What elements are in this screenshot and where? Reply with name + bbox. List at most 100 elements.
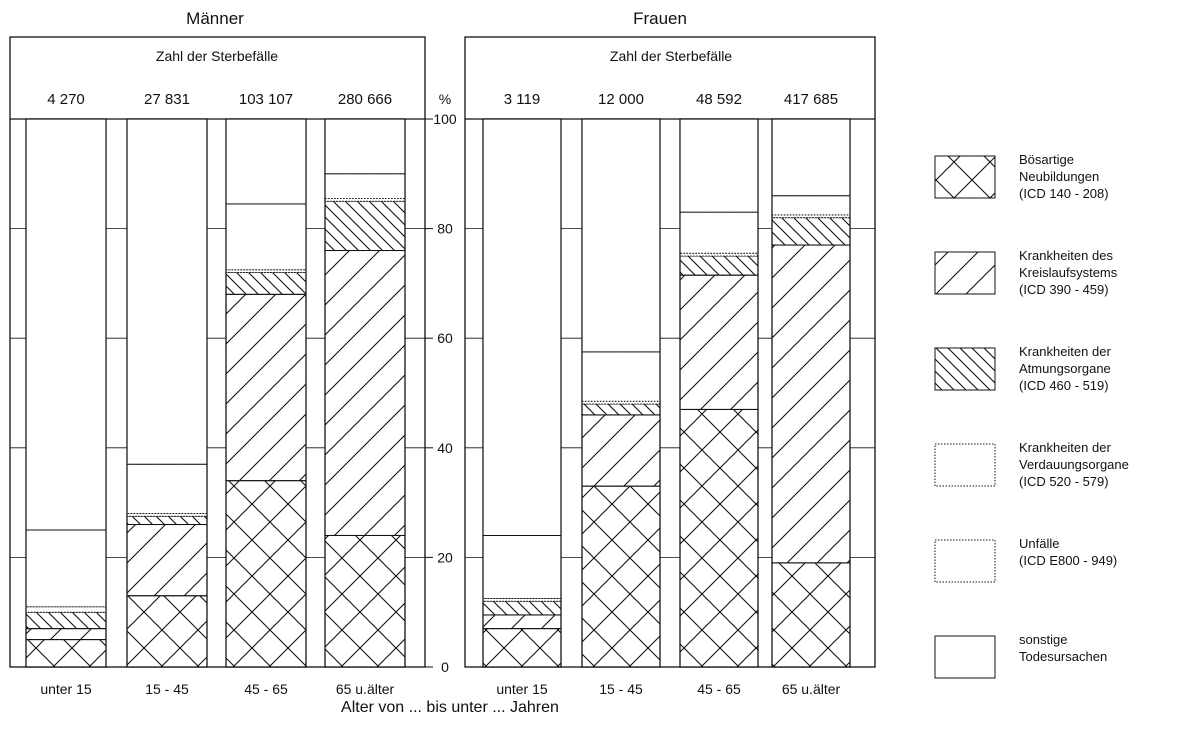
bar-segment-sonstige	[225, 118, 307, 205]
bar-segment-kreislauf	[482, 614, 562, 630]
legend-swatch-neubildungen	[934, 155, 996, 199]
legend-label-unfaelle: Unfälle	[1019, 536, 1059, 551]
legend-label-neubildungen: Neubildungen	[1019, 169, 1099, 184]
bar-segment-verdauung	[25, 606, 107, 613]
bar-segment-atmung	[482, 600, 562, 616]
panel-frame-frauen	[464, 36, 876, 668]
legend-label-verdauung: Verdauungsorgane	[1019, 457, 1129, 472]
category-label: 15 - 45	[599, 681, 643, 697]
bar-outline	[25, 118, 107, 668]
bar-segment-sonstige	[324, 118, 406, 175]
count-maenner-2: 27 831	[144, 91, 190, 108]
x-axis-label: Alter von ... bis unter ... Jahren	[341, 699, 559, 716]
bar-segment-unfaelle	[581, 351, 661, 402]
legend-label-neubildungen: Bösartige	[1019, 152, 1074, 167]
count-maenner-3: 103 107	[239, 91, 293, 108]
bar-segment-atmung	[225, 271, 307, 295]
legend-label-kreislauf: (ICD 390 - 459)	[1019, 282, 1109, 297]
count-frauen-3: 48 592	[696, 91, 742, 108]
bar-segment-sonstige	[581, 118, 661, 353]
legend-label-unfaelle: (ICD E800 - 949)	[1019, 553, 1117, 568]
count-frauen-4: 417 685	[784, 91, 838, 108]
bar-segment-unfaelle	[225, 203, 307, 271]
legend-swatch-sonstige	[934, 635, 996, 679]
bar-segment-kreislauf	[771, 244, 851, 564]
bar-segment-neubildungen	[771, 562, 851, 668]
category-label: 65 u.älter	[336, 681, 395, 697]
bar-segment-unfaelle	[324, 173, 406, 199]
bar-segment-kreislauf	[126, 524, 208, 597]
category-label: unter 15	[40, 681, 92, 697]
panel-title-maenner: Männer	[186, 9, 244, 28]
bars	[25, 118, 851, 668]
bar-outline	[225, 118, 307, 668]
panel-title-frauen: Frauen	[633, 9, 687, 28]
bar-segment-unfaelle	[25, 529, 107, 608]
y-tick-label: 60	[437, 330, 453, 346]
bar-outline	[126, 118, 208, 668]
bar-segment-unfaelle	[771, 195, 851, 216]
y-tick-label: 20	[437, 549, 453, 565]
legend-label-neubildungen: (ICD 140 - 208)	[1019, 186, 1109, 201]
y-axis-ticks: 0 20 40 60 80 100	[425, 111, 457, 675]
panel-frame-maenner	[9, 36, 426, 668]
category-label: 45 - 65	[244, 681, 288, 697]
legend-label-verdauung: (ICD 520 - 579)	[1019, 474, 1109, 489]
header-label-frauen: Zahl der Sterbefälle	[610, 48, 732, 64]
legend-swatch-verdauung	[934, 443, 996, 487]
bar-segment-unfaelle	[126, 463, 208, 515]
category-label: unter 15	[496, 681, 548, 697]
count-frauen-2: 12 000	[598, 91, 644, 108]
bar-segment-sonstige	[25, 118, 107, 531]
bar-outline	[679, 118, 759, 668]
bar-segment-neubildungen	[482, 628, 562, 668]
bar-segment-sonstige	[679, 118, 759, 213]
bar-segment-atmung	[126, 515, 208, 526]
y-tick-label: 100	[433, 111, 457, 127]
bar-segment-neubildungen	[225, 480, 307, 668]
bar-outline	[581, 118, 661, 668]
bar-segment-unfaelle	[482, 534, 562, 599]
count-maenner-1: 4 270	[47, 91, 85, 108]
bar-segment-sonstige	[126, 118, 208, 465]
legend: Bösartige Neubildungen (ICD 140 - 208) Kran…	[934, 152, 1129, 679]
bar-segment-atmung	[771, 217, 851, 246]
count-maenner-4: 280 666	[338, 91, 392, 108]
bar-outline	[482, 118, 562, 668]
header-label-maenner: Zahl der Sterbefälle	[156, 48, 278, 64]
category-label: 45 - 65	[697, 681, 741, 697]
legend-label-atmung: (ICD 460 - 519)	[1019, 378, 1109, 393]
legend-swatch-atmung	[934, 347, 996, 391]
category-label: 15 - 45	[145, 681, 189, 697]
bar-segment-kreislauf	[581, 414, 661, 487]
bar-segment-atmung	[324, 200, 406, 252]
bar-segment-neubildungen	[324, 534, 406, 668]
y-tick-label: 40	[437, 440, 453, 456]
bar-segment-atmung	[581, 403, 661, 416]
bar-segment-sonstige	[771, 118, 851, 197]
legend-label-sonstige: Todesursachen	[1019, 649, 1107, 664]
bar-segment-sonstige	[482, 118, 562, 536]
category-label: 65 u.älter	[782, 681, 841, 697]
x-axis-categories: unter 15 15 - 45 45 - 65 65 u.älter unter 15…	[40, 681, 840, 697]
bar-segment-neubildungen	[581, 485, 661, 668]
legend-label-sonstige: sonstige	[1019, 632, 1067, 647]
bar-segment-atmung	[25, 611, 107, 630]
legend-label-kreislauf: Krankheiten des	[1019, 248, 1113, 263]
y-axis-label: %	[439, 91, 451, 107]
bar-outline	[324, 118, 406, 668]
bar-segment-kreislauf	[25, 628, 107, 641]
bar-segment-verdauung	[679, 252, 759, 257]
bar-segment-atmung	[679, 255, 759, 276]
bar-segment-neubildungen	[25, 639, 107, 668]
bar-segment-neubildungen	[126, 595, 208, 668]
bar-segment-unfaelle	[679, 211, 759, 254]
bar-segment-neubildungen	[679, 408, 759, 668]
legend-label-kreislauf: Kreislaufsystems	[1019, 265, 1118, 280]
y-tick-label: 0	[441, 659, 449, 675]
legend-swatch-kreislauf	[934, 251, 996, 295]
legend-label-verdauung: Krankheiten der	[1019, 440, 1111, 455]
count-frauen-1: 3 119	[504, 91, 540, 108]
bar-segment-kreislauf	[225, 293, 307, 482]
